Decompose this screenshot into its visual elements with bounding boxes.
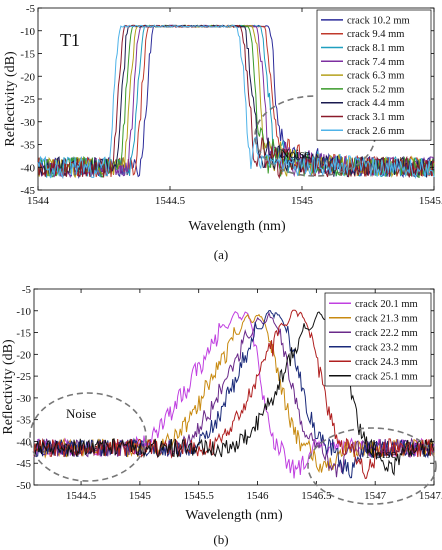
panel-b-xlabel: Wavelength (nm) [185, 508, 283, 523]
panel-a-ticks: 1544 1544.5 1545 1545.5 -45 -40 -35 -30 -25 -20 -1… [20, 3, 442, 207]
panel-b-ytick-label: -45 [16, 458, 31, 470]
panel-a-legend-label: crack 8.1 mm [347, 43, 404, 54]
panel-a-legend: crack 10.2 mm crack 9.4 mm crack 8.1 mm cra… [316, 9, 432, 141]
panel-b-noise-label-right: Noise [366, 446, 397, 461]
panel-a-ytick-label: -25 [20, 94, 35, 106]
panel-a-ytick-label: -40 [20, 162, 35, 174]
panel-b-xtick-label: 1545 [129, 490, 152, 502]
panel-a-legend-label: crack 2.6 mm [347, 126, 404, 137]
panel-b-ytick-label: -15 [16, 328, 31, 340]
panel-b-ytick-label: -5 [22, 284, 32, 296]
panel-b-series-line [33, 311, 435, 477]
panel-b-ytick-label: -30 [16, 393, 31, 405]
panel-b-xtick-label: 1544.5 [66, 490, 97, 502]
panel-b-legend-label: crack 25.1 mm [355, 371, 418, 382]
panel-b-legend-label: crack 20.1 mm [355, 299, 418, 310]
panel-a: 1544 1544.5 1545 1545.5 -45 -40 -35 -30 -25 -20 -1… [3, 3, 442, 262]
panel-b-curves [33, 309, 435, 480]
panel-a-legend-label: crack 4.4 mm [347, 98, 404, 109]
panel-a-xtick-label: 1544.5 [155, 195, 186, 207]
panel-b-ytick-label: -25 [16, 371, 31, 383]
panel-b: 1544.5 1545 1545.5 1546 1546.5 1547 1547.5 -50 -… [1, 284, 442, 547]
panel-b-ytick-label: -35 [16, 415, 31, 427]
panel-a-noise-label: Noise [280, 146, 311, 161]
panel-a-legend-label: crack 5.2 mm [347, 84, 404, 95]
panel-b-ytick-label: -50 [16, 480, 31, 492]
panel-a-caption: (a) [214, 247, 228, 262]
panel-b-ytick-label: -40 [16, 436, 31, 448]
panel-b-legend-label: crack 22.2 mm [355, 328, 418, 339]
panel-a-ytick-label: -15 [20, 49, 35, 61]
panel-a-legend-label: crack 6.3 mm [347, 71, 404, 82]
panel-a-xtick-label: 1544 [27, 195, 50, 207]
panel-b-noise-label-left: Noise [66, 406, 97, 421]
panel-b-legend: crack 20.1 mm crack 21.3 mm crack 22.2 mm c… [324, 292, 432, 387]
panel-b-ylabel: Reflectivity (dB) [1, 339, 16, 435]
panel-b-legend-label: crack 24.3 mm [355, 357, 418, 368]
panel-b-noise-ellipse-right [307, 427, 437, 505]
panel-a-legend-label: crack 9.4 mm [347, 29, 404, 40]
panel-b-legend-box [324, 292, 432, 387]
panel-a-ytick-label: -5 [26, 3, 36, 15]
panel-b-series-line [33, 309, 435, 480]
panel-b-xtick-label: 1547.5 [419, 490, 442, 502]
panel-a-ytick-label: -35 [20, 140, 35, 152]
panel-a-curves [37, 24, 435, 180]
panel-a-inset-label: T1 [60, 30, 80, 50]
panel-b-noise-ellipse-left [29, 392, 147, 482]
panel-a-series-line [37, 24, 435, 180]
panel-a-series-line [37, 24, 435, 180]
panel-a-ytick-label: -30 [20, 117, 35, 129]
panel-a-legend-label: crack 10.2 mm [347, 15, 410, 26]
panel-a-ytick-label: -45 [20, 185, 35, 197]
panel-b-caption: (b) [213, 532, 228, 547]
panel-a-xlabel: Wavelength (nm) [188, 219, 286, 234]
panel-a-xtick-label: 1545 [291, 195, 314, 207]
panel-b-xtick-label: 1546.5 [301, 490, 332, 502]
panel-a-legend-label: crack 3.1 mm [347, 112, 404, 123]
panel-b-xtick-label: 1546 [247, 490, 270, 502]
panel-b-xtick-label: 1545.5 [184, 490, 215, 502]
panel-a-legend-label: crack 7.4 mm [347, 57, 404, 68]
panel-b-ticks: 1544.5 1545 1545.5 1546 1546.5 1547 1547.5 -50 -… [16, 284, 442, 502]
panel-a-xtick-label: 1545.5 [419, 195, 442, 207]
panel-b-legend-label: crack 23.2 mm [355, 342, 418, 353]
panel-a-ytick-label: -20 [20, 71, 35, 83]
panel-b-xtick-label: 1547 [364, 490, 387, 502]
panel-b-legend-label: crack 21.3 mm [355, 313, 418, 324]
panel-a-ytick-label: -10 [20, 26, 35, 38]
panel-b-ytick-label: -10 [16, 306, 31, 318]
panel-b-ytick-label: -20 [16, 349, 31, 361]
panel-a-ylabel: Reflectivity (dB) [3, 51, 18, 147]
